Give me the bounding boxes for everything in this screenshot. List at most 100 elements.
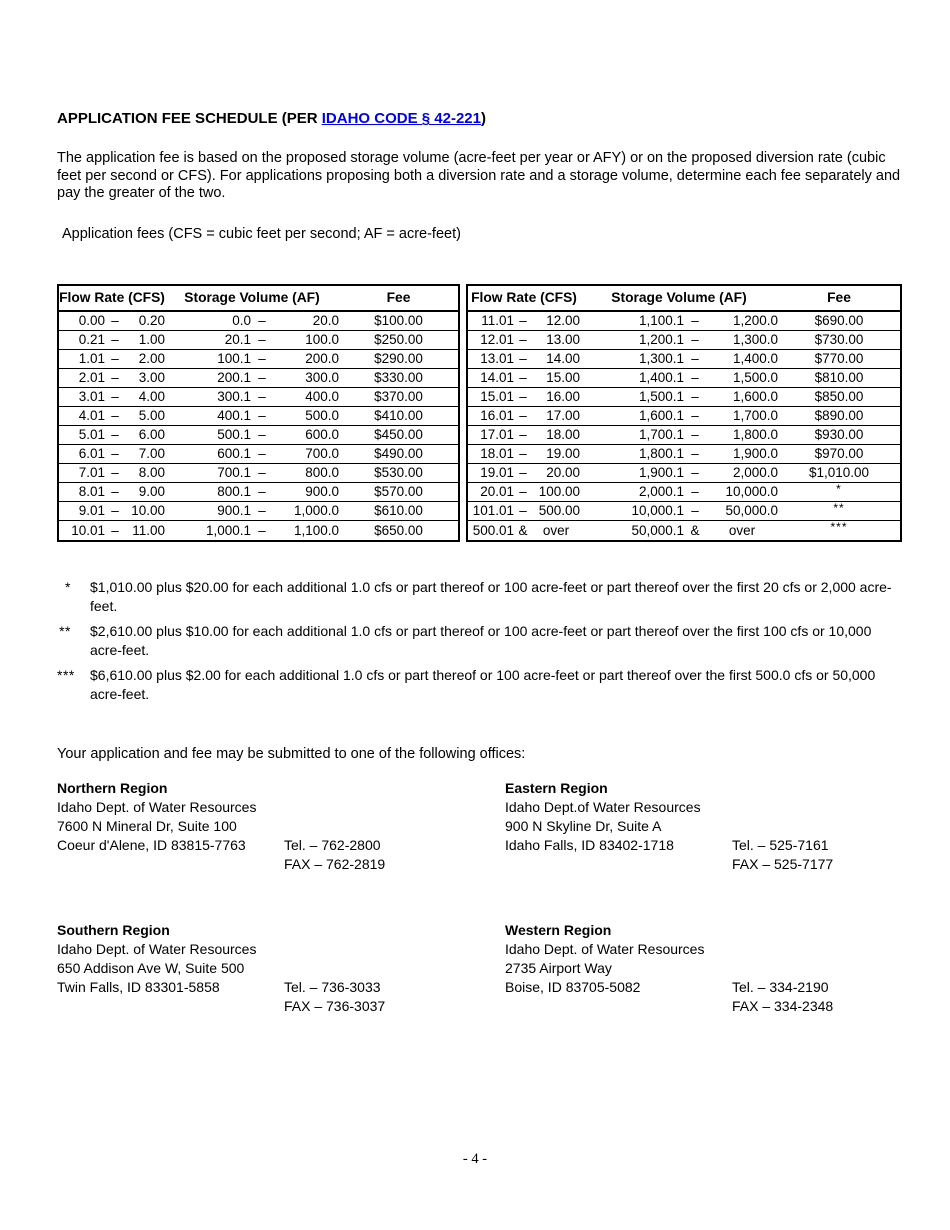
storage-high: 300.0 [305, 370, 339, 385]
flow-high: 9.00 [138, 484, 165, 499]
storage-low: 1,900.1 [638, 465, 684, 480]
flow-low: 20.01 [480, 484, 514, 499]
range-dash: – [691, 351, 699, 366]
page-number: - 4 - [462, 1151, 488, 1167]
storage-high: 1,100.0 [293, 522, 339, 538]
flow-low: 0.21 [78, 332, 105, 347]
fee-value: $410.00 [374, 408, 423, 423]
footnote-marker: ** [59, 622, 71, 639]
range-dash: – [111, 427, 119, 442]
table-row: 101.01–500.00 10,000.1–50,000.0 ** [468, 501, 900, 521]
title-prefix: APPLICATION FEE SCHEDULE (PER [57, 110, 322, 127]
flow-low: 6.01 [78, 446, 105, 461]
fee-value: $770.00 [814, 351, 864, 366]
office-eastern: Eastern Region Idaho Dept.of Water Resou… [505, 779, 833, 874]
fee-table-right: Flow Rate (CFS) Storage Volume (AF) Fee … [466, 283, 902, 542]
flow-low: 7.01 [78, 465, 105, 480]
flow-high: 10.00 [131, 503, 165, 518]
storage-high: 700.0 [305, 446, 339, 461]
title-suffix: ) [480, 110, 486, 127]
fee-value: $930.00 [814, 427, 864, 442]
flow-low: 9.01 [78, 503, 105, 518]
storage-high: 200.0 [305, 351, 339, 366]
flow-high: 12.00 [546, 313, 580, 328]
office-street: 900 N Skyline Dr, Suite A [505, 817, 662, 834]
flow-high: 500.00 [538, 503, 580, 518]
storage-low: 50,000.1 [631, 522, 684, 538]
table-row: 5.01–6.00 500.1–600.0 $450.00 [59, 426, 458, 445]
storage-high: 500.0 [305, 408, 339, 423]
office-street: 7600 N Mineral Dr, Suite 100 [57, 817, 237, 834]
flow-low: 0.00 [78, 313, 105, 328]
range-dash: – [111, 313, 119, 328]
storage-high: 1,900.0 [732, 446, 778, 461]
storage-high: 800.0 [305, 465, 339, 480]
range-dash: – [258, 313, 266, 328]
storage-low: 900.1 [217, 503, 251, 518]
range-dash: – [111, 503, 119, 518]
office-name: Western Region [505, 921, 612, 938]
flow-high: 1.00 [138, 332, 165, 347]
storage-high: over [728, 522, 756, 538]
range-dash: – [258, 446, 266, 461]
fee-footnote-marker: *** [830, 520, 848, 534]
storage-high: 900.0 [305, 484, 339, 499]
flow-low: 1.01 [78, 351, 105, 366]
fee-value: $1,010.00 [808, 465, 870, 480]
range-dash: – [111, 522, 119, 538]
table-row: 7.01–8.00 700.1–800.0 $530.00 [59, 464, 458, 483]
office-street: 2735 Airport Way [505, 959, 612, 976]
table-row: 15.01–16.00 1,500.1–1,600.0 $850.00 [468, 388, 900, 407]
table-row: 6.01–7.00 600.1–700.0 $490.00 [59, 445, 458, 464]
range-dash: – [258, 427, 266, 442]
flow-low: 101.01 [472, 503, 514, 518]
fee-value: $690.00 [814, 313, 864, 328]
flow-high: 17.00 [546, 408, 580, 423]
range-dash: – [519, 370, 527, 385]
table-row: 3.01–4.00 300.1–400.0 $370.00 [59, 388, 458, 407]
fee-value: $810.00 [814, 370, 864, 385]
range-dash: – [258, 484, 266, 499]
storage-high: 10,000.0 [725, 484, 778, 499]
storage-low: 700.1 [217, 465, 251, 480]
storage-low: 10,000.1 [631, 503, 684, 518]
flow-high: 2.00 [138, 351, 165, 366]
footnote-text: $2,610.00 plus $10.00 for each additiona… [90, 622, 872, 658]
range-dash: – [258, 408, 266, 423]
range-dash: – [258, 332, 266, 347]
document-page: APPLICATION FEE SCHEDULE (PER IDAHO CODE… [57, 109, 905, 1014]
storage-low: 1,400.1 [638, 370, 684, 385]
range-dash: & [518, 522, 528, 538]
office-tel: Tel. – 334-2190 [732, 978, 829, 995]
flow-high: 20.00 [546, 465, 580, 480]
storage-low: 20.1 [224, 332, 251, 347]
page-title: APPLICATION FEE SCHEDULE (PER IDAHO CODE… [57, 109, 905, 128]
storage-high: 1,300.0 [732, 332, 778, 347]
range-dash: – [258, 503, 266, 518]
office-fax: FAX – 334-2348 [732, 997, 834, 1014]
storage-high: 1,500.0 [732, 370, 778, 385]
office-tel: Tel. – 525-7161 [732, 836, 829, 853]
flow-high: 11.00 [132, 522, 165, 538]
flow-high: 19.00 [546, 446, 580, 461]
range-dash: – [519, 389, 527, 404]
range-dash: & [690, 522, 700, 538]
office-northern: Northern Region Idaho Dept. of Water Res… [57, 779, 505, 874]
fee-value: $890.00 [814, 408, 864, 423]
table-row: 14.01–15.00 1,400.1–1,500.0 $810.00 [468, 369, 900, 388]
fee-value: $970.00 [814, 446, 864, 461]
range-dash: – [258, 522, 266, 538]
column-header-storage-volume: Storage Volume (AF) [611, 290, 747, 305]
range-dash: – [111, 370, 119, 385]
storage-low: 1,500.1 [638, 389, 684, 404]
range-dash: – [519, 408, 527, 423]
office-name: Northern Region [57, 779, 168, 796]
footnote-text: $6,610.00 plus $2.00 for each additional… [90, 666, 876, 702]
idaho-code-link[interactable]: IDAHO CODE § 42-221 [321, 110, 481, 127]
range-dash: – [258, 351, 266, 366]
office-fax: FAX – 762-2819 [284, 855, 386, 872]
range-dash: – [691, 427, 699, 442]
fee-value: $610.00 [374, 503, 423, 518]
range-dash: – [691, 446, 699, 461]
storage-low: 1,700.1 [638, 427, 684, 442]
